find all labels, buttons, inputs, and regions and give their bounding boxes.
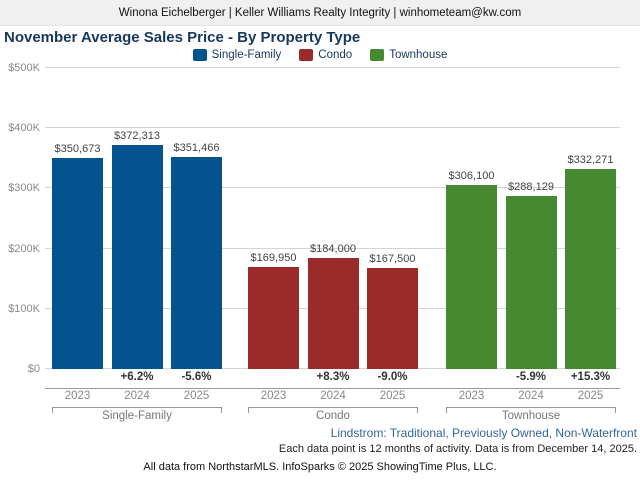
group-bracket <box>52 407 222 413</box>
legend-label: Single-Family <box>211 48 282 61</box>
contact-header-bar: Winona Eichelberger | Keller Williams Re… <box>0 0 640 26</box>
pct-change-row: +8.3% -9.0% <box>248 371 418 383</box>
year-row: 2023 2024 2025 <box>52 390 222 402</box>
group-name-label: Townhouse <box>501 410 561 422</box>
x-axis-separator-line <box>45 388 620 389</box>
bar-value-label: $169,950 <box>250 252 297 264</box>
bar-slot: $167,500 <box>367 68 418 369</box>
pct-change-label <box>248 371 299 383</box>
year-label: 2023 <box>458 390 485 402</box>
legend-swatch-icon <box>299 48 314 61</box>
legend-item-townhouse[interactable]: Townhouse <box>370 48 448 61</box>
pct-change-label: -9.0% <box>377 371 408 383</box>
group-footer-condo: +8.3% -9.0% 2023 2024 2025 Condo <box>248 369 418 427</box>
bar-value-label: $306,100 <box>448 170 495 182</box>
pct-change-row: +6.2% -5.6% <box>52 371 222 383</box>
year-label: 2023 <box>64 390 91 402</box>
bar-condo-2023[interactable] <box>248 267 299 369</box>
bar-group-townhouse: $306,100 $288,129 $332,271 <box>446 68 616 369</box>
legend-label: Condo <box>318 48 353 61</box>
pct-change-row: -5.9% +15.3% <box>446 371 616 383</box>
bar-value-label: $332,271 <box>567 154 614 166</box>
y-axis-tick-label: $300K <box>8 182 40 194</box>
year-row: 2023 2024 2025 <box>446 390 616 402</box>
bar-condo-2024[interactable] <box>307 258 359 369</box>
pct-change-label: +8.3% <box>316 371 350 383</box>
year-label: 2024 <box>320 390 346 402</box>
bar-value-label: $351,466 <box>173 142 220 154</box>
y-axis-tick-label: $500K <box>8 62 40 74</box>
chart-title: November Average Sales Price - By Proper… <box>4 29 361 46</box>
group-name-label: Condo <box>316 410 350 422</box>
bar-slot: $332,271 <box>565 68 616 369</box>
bar-slot: $350,673 <box>52 68 103 369</box>
group-footer-townhouse: -5.9% +15.3% 2023 2024 2025 Townhouse <box>446 369 616 427</box>
gridline <box>45 127 620 128</box>
bar-value-label: $167,500 <box>369 253 416 265</box>
group-name-label: Single-Family <box>102 410 172 422</box>
bar-slot: $372,313 <box>111 68 163 369</box>
gridline <box>45 67 620 68</box>
y-axis-tick-label: $400K <box>8 122 40 134</box>
year-label: 2025 <box>379 390 406 402</box>
pct-change-label: -5.6% <box>181 371 212 383</box>
bar-condo-2025[interactable] <box>367 268 418 369</box>
bar-value-label: $288,129 <box>508 181 554 193</box>
y-axis-labels: $0 $100K $200K $300K $400K $500K <box>0 62 40 375</box>
gridline <box>45 187 620 188</box>
year-label: 2025 <box>183 390 210 402</box>
year-row: 2023 2024 2025 <box>248 390 418 402</box>
bar-slot: $169,950 <box>248 68 299 369</box>
bar-single-family-2025[interactable] <box>171 157 222 369</box>
bar-single-family-2024[interactable] <box>111 145 163 369</box>
x-axis-area: +6.2% -5.6% 2023 2024 2025 Single-Family +8.3%… <box>45 369 620 427</box>
pct-change-label <box>52 371 103 383</box>
bar-slot: $306,100 <box>446 68 497 369</box>
bar-group-single-family: $350,673 $372,313 $351,466 <box>52 68 222 369</box>
footer-filter-line: Lindstrom: Traditional, Previously Owned… <box>330 426 637 440</box>
legend-swatch-icon <box>192 48 207 61</box>
bar-slot: $184,000 <box>307 68 359 369</box>
year-label: 2025 <box>577 390 604 402</box>
y-axis-tick-label: $0 <box>27 363 40 375</box>
bar-value-label: $350,673 <box>54 143 101 155</box>
bar-slot: $288,129 <box>505 68 557 369</box>
footer-data-note: Each data point is 12 months of activity… <box>278 443 637 455</box>
bar-townhouse-2025[interactable] <box>565 169 616 369</box>
chart-legend: Single-Family Condo Townhouse <box>0 46 640 63</box>
pct-change-label: +15.3% <box>570 371 611 383</box>
legend-item-condo[interactable]: Condo <box>299 48 353 61</box>
pct-change-label: -5.9% <box>515 371 547 383</box>
gridline <box>45 248 620 249</box>
year-label: 2023 <box>260 390 287 402</box>
pct-change-label: +6.2% <box>120 371 154 383</box>
footer-attribution: All data from NorthstarMLS. InfoSparks ©… <box>143 461 497 473</box>
bar-value-label: $184,000 <box>310 243 356 255</box>
legend-swatch-icon <box>370 48 385 61</box>
year-label: 2024 <box>518 390 544 402</box>
bar-slot: $351,466 <box>171 68 222 369</box>
pct-change-label <box>446 371 497 383</box>
group-bracket <box>248 407 418 413</box>
year-label: 2024 <box>124 390 150 402</box>
bar-townhouse-2023[interactable] <box>446 185 497 369</box>
y-axis-tick-label: $100K <box>8 303 40 315</box>
bar-group-condo: $169,950 $184,000 $167,500 <box>248 68 418 369</box>
bar-value-label: $372,313 <box>114 130 160 142</box>
bar-single-family-2023[interactable] <box>52 158 103 369</box>
contact-header-text: Winona Eichelberger | Keller Williams Re… <box>118 6 522 19</box>
y-axis-tick-label: $200K <box>8 243 40 255</box>
group-bracket <box>446 407 616 413</box>
legend-item-single-family[interactable]: Single-Family <box>192 48 282 61</box>
bar-townhouse-2024[interactable] <box>505 196 557 369</box>
group-footer-single-family: +6.2% -5.6% 2023 2024 2025 Single-Family <box>52 369 222 427</box>
legend-label: Townhouse <box>389 48 448 61</box>
plot-area: $350,673 $372,313 $351,466 $169,950 $184,000… <box>45 67 620 369</box>
